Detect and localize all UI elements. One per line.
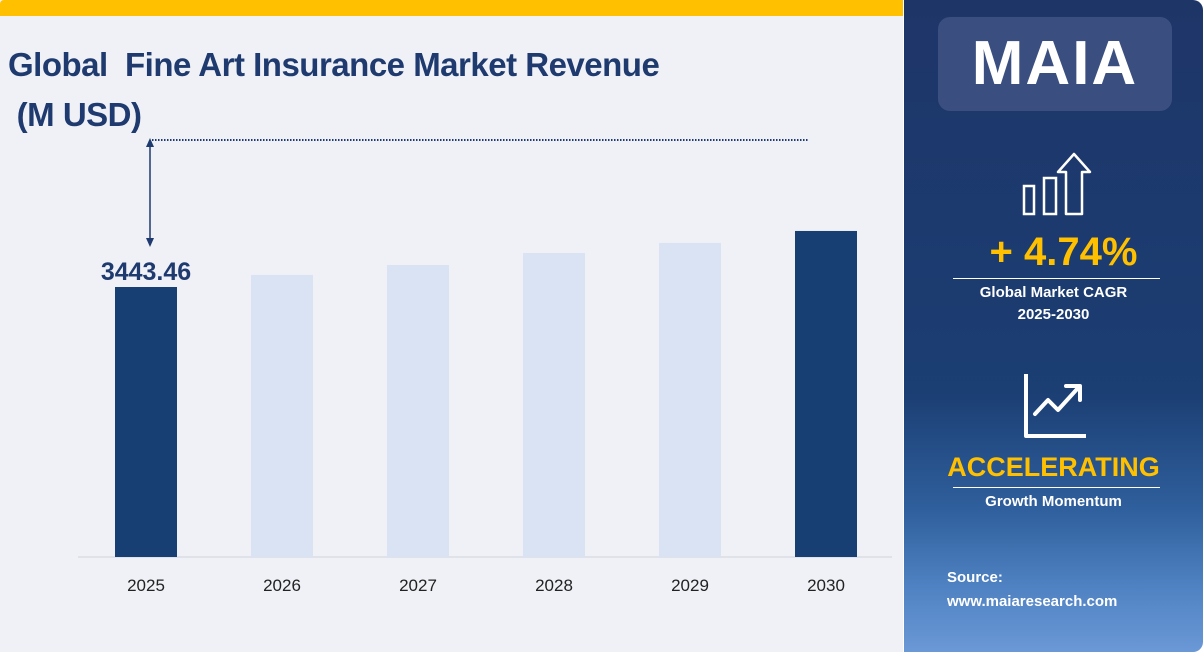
cagr-period: 2025-2030 bbox=[1017, 306, 1090, 323]
x-tick-label: 2025 bbox=[127, 576, 165, 595]
x-tick-label: 2029 bbox=[671, 576, 709, 595]
bar-2028 bbox=[523, 253, 585, 557]
divider bbox=[953, 487, 1160, 488]
arrow-head-down bbox=[146, 238, 154, 247]
cagr-label: Global Market CAGR bbox=[979, 284, 1128, 301]
chart-panel: Global Fine Art Insurance Market Revenue… bbox=[0, 0, 903, 652]
bar-2030 bbox=[795, 230, 857, 557]
momentum-value: ACCELERATING bbox=[947, 452, 1160, 482]
x-tick-label: 2027 bbox=[399, 576, 437, 595]
line-chart-trend-icon bbox=[1024, 374, 1086, 438]
x-tick-label: 2030 bbox=[807, 576, 845, 595]
accent-bar bbox=[0, 0, 903, 16]
cagr-value: + 4.74% bbox=[989, 230, 1138, 274]
bar-2027 bbox=[387, 265, 449, 557]
bar-chart-up-arrow-icon bbox=[1022, 152, 1092, 216]
data-label: 3443.46 bbox=[101, 258, 191, 286]
sidebar: MAIA + 4.74% Global Market CAGR 2025-203… bbox=[904, 0, 1203, 652]
x-tick-label: 2028 bbox=[535, 576, 573, 595]
source-link[interactable]: www.maiaresearch.com bbox=[947, 593, 1118, 610]
x-tick-label: 2026 bbox=[263, 576, 301, 595]
bar-2026 bbox=[251, 274, 313, 557]
bar-2029 bbox=[659, 242, 721, 558]
source-label: Source: bbox=[947, 569, 1003, 586]
bar-chart: 2025 3443.46 2026 2027 2028 2029 2030 bbox=[78, 138, 892, 595]
chart-title: Global Fine Art Insurance Market Revenue… bbox=[8, 46, 660, 133]
logo: MAIA bbox=[938, 17, 1172, 111]
momentum-label: Growth Momentum bbox=[985, 493, 1122, 510]
bar-2025 bbox=[115, 287, 177, 557]
divider bbox=[953, 278, 1160, 279]
arrow-head-up bbox=[146, 138, 154, 147]
